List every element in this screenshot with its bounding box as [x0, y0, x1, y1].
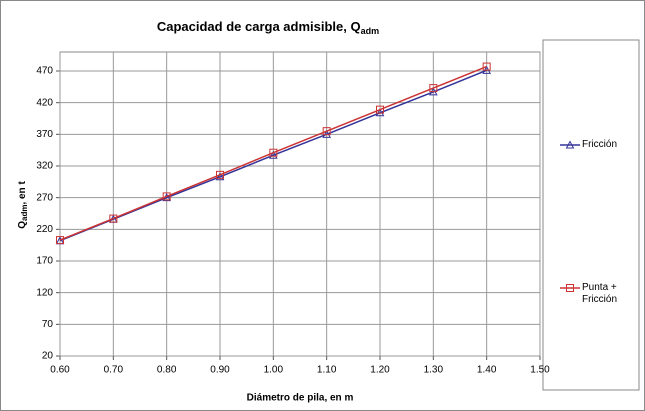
- y-tick-label: 170: [36, 256, 53, 267]
- series-line: [59, 65, 487, 241]
- marker: [109, 214, 118, 223]
- marker: [375, 108, 385, 117]
- y-tick-label: 420: [36, 97, 53, 108]
- series-line: [59, 69, 487, 242]
- x-tick-label: 1.40: [477, 365, 497, 376]
- x-tick-label: 1.30: [424, 365, 444, 376]
- x-tick-label: 1.20: [370, 365, 390, 376]
- x-tick-label: 1.50: [530, 365, 550, 376]
- marker: [268, 150, 278, 159]
- marker: [269, 148, 278, 157]
- legend-label: Fricción: [582, 139, 618, 150]
- marker: [376, 105, 384, 114]
- y-tick-label: 320: [36, 161, 53, 172]
- y-tick-label: 20: [42, 351, 54, 362]
- x-tick-label: 1.00: [264, 365, 284, 376]
- legend-box: [542, 39, 640, 391]
- marker: [566, 284, 574, 292]
- y-tick-label: 270: [36, 192, 53, 203]
- y-axis-label: Qadm, en t: [17, 181, 29, 229]
- marker: [216, 170, 224, 179]
- marker: [56, 236, 64, 245]
- y-label-suffix: , en t: [17, 181, 28, 205]
- y-tick-label: 120: [36, 287, 53, 298]
- marker: [162, 192, 171, 201]
- y-label-text: Q: [17, 221, 28, 229]
- x-tick-label: 0.80: [157, 365, 177, 376]
- title-subscript: adm: [361, 26, 380, 36]
- plot-area: [59, 51, 541, 357]
- x-tick-label: 1.10: [317, 365, 337, 376]
- marker: [322, 129, 332, 138]
- y-tick-label: 470: [36, 66, 53, 77]
- marker: [215, 172, 225, 181]
- chart-title: Capacidad de carga admisible, Qadm: [157, 19, 379, 36]
- x-tick-label: 0.90: [210, 365, 230, 376]
- y-tick-label: 220: [36, 224, 53, 235]
- legend-label: Punta + Fricción: [582, 282, 618, 305]
- x-tick-label: 0.70: [104, 365, 124, 376]
- marker: [322, 127, 331, 136]
- marker: [429, 84, 438, 93]
- y-label-subscript: adm: [20, 205, 29, 221]
- title-text: Capacidad de carga admisible, Q: [157, 19, 361, 34]
- y-tick-label: 370: [36, 129, 53, 140]
- x-tick-label: 0.60: [50, 365, 70, 376]
- marker: [482, 62, 491, 71]
- marker: [565, 140, 575, 149]
- y-tick-label: 70: [42, 319, 54, 330]
- x-axis-label: Diámetro de pila, en m: [247, 393, 354, 404]
